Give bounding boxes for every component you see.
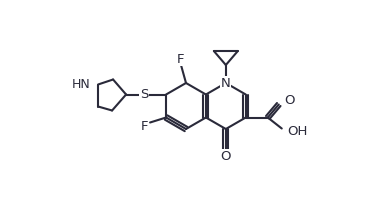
Text: O: O <box>284 94 294 107</box>
Text: S: S <box>140 88 148 101</box>
Text: F: F <box>140 120 148 133</box>
Text: F: F <box>176 53 184 66</box>
Text: OH: OH <box>287 125 307 138</box>
Text: N: N <box>221 76 231 89</box>
Text: O: O <box>220 150 231 163</box>
Text: HN: HN <box>71 78 90 91</box>
